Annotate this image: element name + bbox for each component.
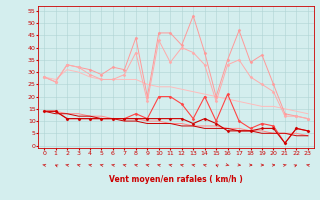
X-axis label: Vent moyen/en rafales ( km/h ): Vent moyen/en rafales ( km/h ) xyxy=(109,175,243,184)
